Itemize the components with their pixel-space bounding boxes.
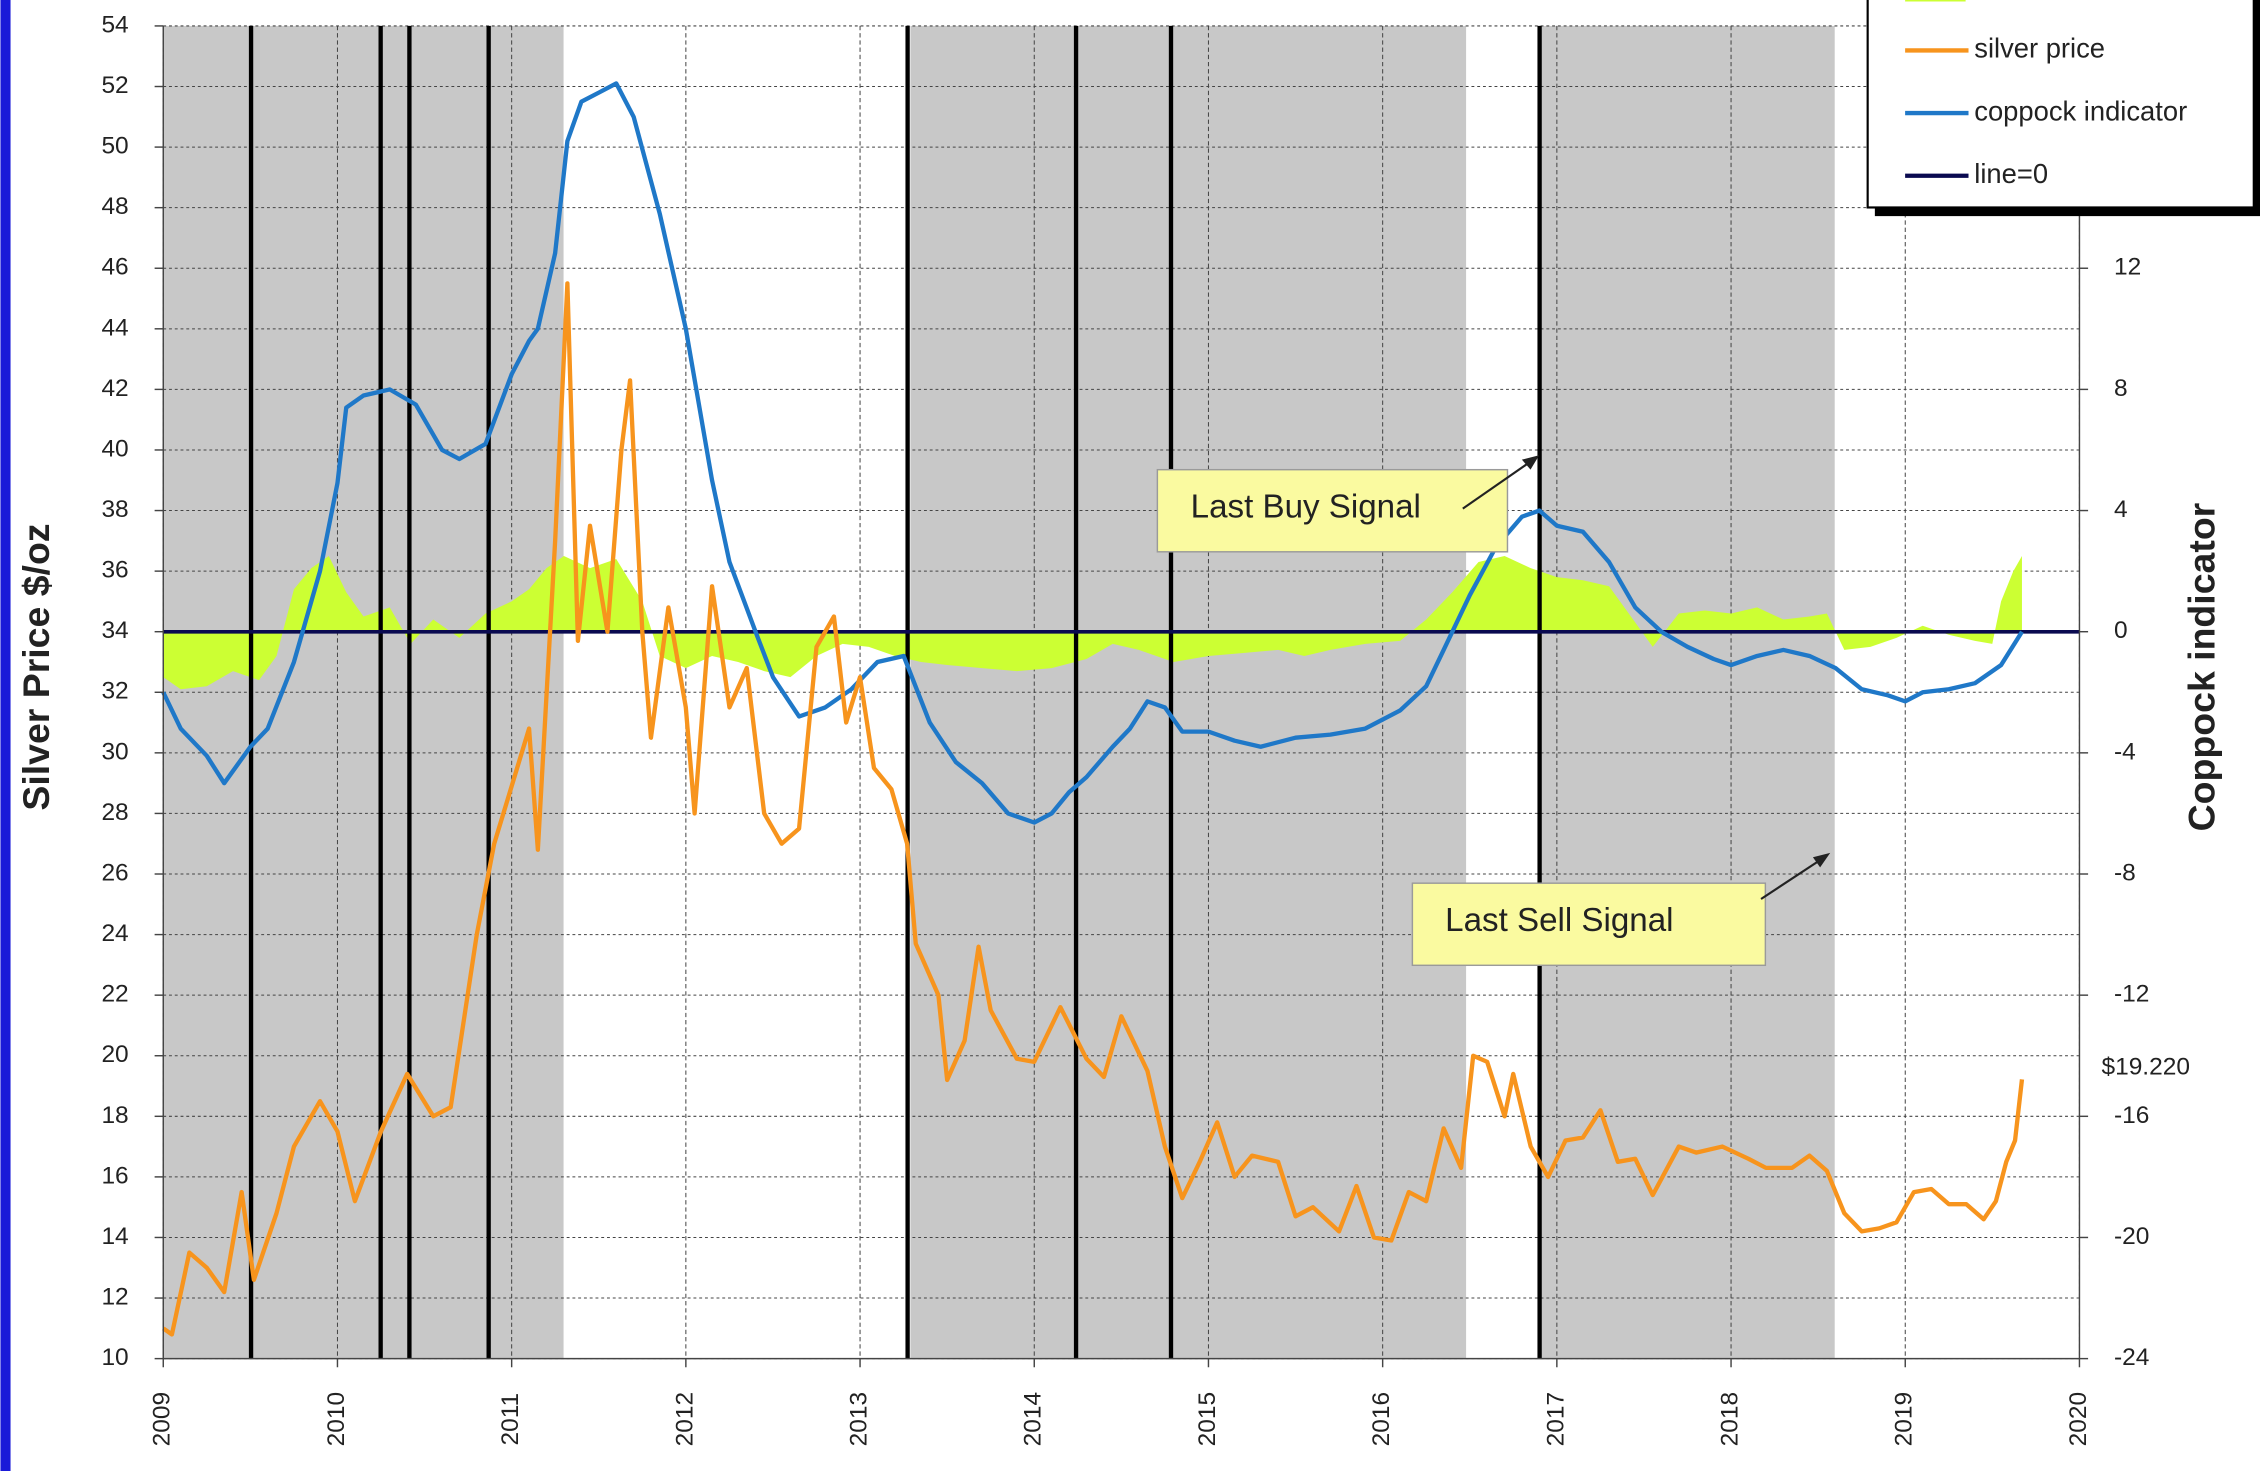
y2-tick-label: 12 (2114, 254, 2141, 281)
area (163, 555, 2022, 690)
annotation: Last Buy Signal (1191, 488, 1421, 525)
x-tick-label: 2009 (149, 1392, 176, 1446)
y-tick-label: 46 (101, 254, 128, 281)
y-tick-label: 54 (101, 11, 128, 38)
y-tick-label: 20 (101, 1041, 128, 1068)
legend-label: line=0 (1974, 158, 2048, 189)
axes-layer: 1012141618202224262830323436384042444648… (101, 11, 2149, 1446)
y-tick-label: 44 (101, 314, 128, 341)
x-tick-label: 2019 (1891, 1392, 1918, 1446)
annotation-box (1411, 882, 1767, 967)
legend: silver price coppock indicator line=0 (1866, 0, 2260, 217)
y2-tick-label: -16 (2114, 1102, 2149, 1129)
arrow-head (1521, 455, 1540, 470)
value-label: $19.220 (2101, 1053, 2190, 1080)
y-tick-label: 40 (101, 435, 128, 462)
annotation: Last Sell Signal (1445, 902, 1673, 939)
line (161, 81, 2024, 825)
legend-box (1866, 0, 2255, 209)
y-tick-label: 10 (101, 1344, 128, 1371)
y-tick-label: 32 (101, 678, 128, 705)
legend-label: coppock indicator (1974, 95, 2187, 126)
annotation-box (1156, 468, 1509, 553)
shaded-range (163, 25, 564, 1359)
y-tick-label: 38 (101, 496, 128, 523)
y2-tick-label: -20 (2114, 1223, 2149, 1250)
legend-label: silver price (1974, 33, 2105, 64)
y-tick-label: 48 (101, 193, 128, 220)
y-tick-label: 26 (101, 859, 128, 886)
y-tick-label: 28 (101, 799, 128, 826)
y2-tick-label: -12 (2114, 981, 2149, 1008)
y-tick-label: 12 (101, 1284, 128, 1311)
y-axis-title: Silver Price $/oz (15, 523, 57, 810)
x-tick-label: 2012 (671, 1392, 698, 1446)
annotation-arrow (1462, 458, 1535, 510)
y-tick-label: 34 (101, 617, 128, 644)
x-tick-label: 2014 (1020, 1392, 1047, 1446)
y2-tick-label: -4 (2114, 738, 2136, 765)
x-tick-label: 2010 (323, 1392, 350, 1446)
x-tick-label: 2018 (1717, 1392, 1744, 1446)
y2-tick-label: 0 (2114, 617, 2128, 644)
x-tick-label: 2013 (846, 1392, 873, 1446)
annotation-arrow (1760, 856, 1826, 900)
x-tick-label: 2011 (497, 1393, 524, 1446)
x-tick-label: 2015 (1194, 1392, 1221, 1446)
y2-tick-label: 4 (2114, 496, 2128, 523)
y2-tick-label: -24 (2114, 1344, 2149, 1371)
y-tick-label: 36 (101, 557, 128, 584)
y-tick-label: 14 (101, 1223, 128, 1250)
arrow-head (1812, 852, 1831, 868)
x-tick-label: 2016 (1368, 1392, 1395, 1446)
x-tick-label: 2020 (2065, 1392, 2092, 1446)
y-tick-label: 52 (101, 72, 128, 99)
y-tick-label: 42 (101, 375, 128, 402)
y-tick-label: 22 (101, 981, 128, 1008)
shaded-range (910, 25, 1467, 1359)
line (162, 281, 2025, 1337)
y2-tick-label: 8 (2114, 375, 2128, 402)
shading-layer (163, 25, 1835, 1359)
x-tick-label: 2017 (1542, 1392, 1569, 1446)
y2-axis-title: Coppock indicator (2181, 503, 2223, 832)
plot-layer: $19.220 (161, 25, 2210, 1359)
y2-tick-label: -8 (2114, 859, 2136, 886)
annotations: Last Buy Signal Last Sell Signal (1156, 455, 1831, 967)
window-border (0, 0, 11, 1471)
value-label-box (2082, 1047, 2210, 1089)
y-tick-label: 50 (101, 133, 128, 160)
y-tick-label: 18 (101, 1102, 128, 1129)
y-tick-label: 24 (101, 920, 128, 947)
y-tick-label: 30 (101, 738, 128, 765)
y-tick-label: 16 (101, 1162, 128, 1189)
